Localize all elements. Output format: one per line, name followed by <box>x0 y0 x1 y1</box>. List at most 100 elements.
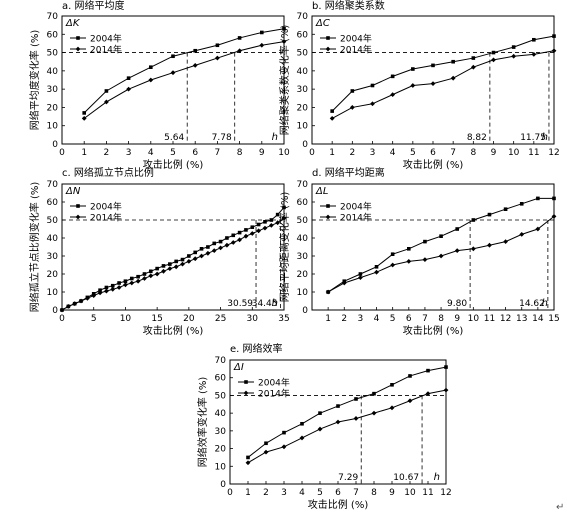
series-line-1 <box>331 35 555 112</box>
crossing-label: 11.75 <box>520 133 546 143</box>
y-tick-label: 0 <box>302 306 308 316</box>
metric-symbol: ΔK <box>65 18 81 29</box>
y-tick-label: 60 <box>297 30 309 40</box>
data-point <box>370 83 375 88</box>
x-tick-label: 6 <box>192 148 198 158</box>
data-point <box>170 70 176 76</box>
data-point <box>104 288 109 294</box>
y-tick-label: 0 <box>220 480 226 490</box>
data-point <box>65 304 71 309</box>
legend-label: 2014年 <box>90 212 122 224</box>
chart-panel-3: c. 网络孤立节点比例 0 5 10 15 20 25 30 35 0 10 20 30 40 50 60 70… <box>28 166 290 337</box>
y-tick-label: 50 <box>297 49 309 59</box>
data-point <box>161 264 166 268</box>
y-tick-label: 10 <box>215 462 227 472</box>
x-axis-label: 攻击比例 (%) <box>308 498 369 511</box>
data-point <box>237 36 242 40</box>
data-point <box>439 234 443 238</box>
legend-label: 2004年 <box>340 33 372 45</box>
data-point <box>532 37 536 42</box>
data-point <box>519 232 525 237</box>
crossing-label: 10.67 <box>393 473 419 483</box>
y-tick-label: 70 <box>47 12 59 22</box>
data-point <box>206 245 210 249</box>
data-point <box>407 247 411 251</box>
data-point <box>390 252 395 256</box>
data-point <box>161 268 166 274</box>
x-tick-label: 20 <box>183 314 195 324</box>
y-tick-label: 20 <box>297 103 309 113</box>
data-point <box>300 421 304 426</box>
data-point <box>455 227 459 231</box>
data-point <box>72 301 78 307</box>
data-point <box>444 365 448 369</box>
data-point <box>282 205 286 210</box>
data-point <box>193 48 197 53</box>
corner-label: h <box>542 298 548 309</box>
data-point <box>354 397 358 401</box>
series-line-1 <box>247 366 447 458</box>
data-point <box>471 56 476 60</box>
data-point <box>237 230 242 235</box>
x-tick-label: 10 <box>120 314 132 324</box>
data-point <box>199 253 204 259</box>
data-point <box>408 374 412 378</box>
data-point <box>511 53 517 59</box>
legend-label: 2004年 <box>340 201 372 213</box>
legend-label: 2004年 <box>258 377 290 389</box>
data-point <box>282 430 286 435</box>
y-tick-label: 30 <box>47 85 59 95</box>
data-point <box>491 57 496 63</box>
legend-marker <box>325 46 331 52</box>
x-axis-label: 攻击比例 (%) <box>403 158 464 171</box>
x-tick-label: 1 <box>81 148 87 158</box>
x-tick-label: 7 <box>215 148 221 158</box>
x-tick-label: 4 <box>148 148 154 158</box>
x-tick-label: 5 <box>91 314 97 324</box>
y-tick-label: 70 <box>215 356 227 366</box>
data-point <box>180 257 185 262</box>
x-tick-label: 0 <box>227 488 233 498</box>
data-point <box>317 426 323 432</box>
data-point <box>126 76 131 80</box>
data-point <box>282 27 286 31</box>
data-point <box>281 444 287 450</box>
data-point <box>171 54 175 59</box>
data-point <box>98 288 102 292</box>
data-point <box>487 242 492 248</box>
y-tick-label: 60 <box>47 30 59 40</box>
x-tick-label: 15 <box>151 314 162 324</box>
x-tick-label: 9 <box>389 488 395 498</box>
legend-marker <box>326 36 330 40</box>
data-point <box>117 281 121 285</box>
x-tick-label: 9 <box>259 148 265 158</box>
x-tick-label: 4 <box>390 148 396 158</box>
corner-label: h <box>434 472 440 483</box>
data-point <box>519 202 524 206</box>
series-line-2 <box>83 41 285 119</box>
y-axis-label: 网络效率变化率 (%) <box>196 377 209 468</box>
legend-marker <box>325 214 331 220</box>
data-point <box>451 59 455 64</box>
y-tick-label: 40 <box>297 67 309 77</box>
legend-label: 2014年 <box>90 44 122 56</box>
x-tick-label: 8 <box>237 148 243 158</box>
data-point <box>237 237 242 243</box>
data-point <box>349 105 355 110</box>
x-tick-label: 10 <box>508 148 520 158</box>
data-point <box>211 248 217 253</box>
chart-panel-1: a. 网络平均度 0 1 2 3 4 5 6 7 8 9 10 0 10 20 30 40 50 60 70 攻击比例 … <box>28 0 290 171</box>
legend-label: 2004年 <box>90 33 122 45</box>
data-point <box>390 92 396 98</box>
y-tick-label: 10 <box>297 122 309 132</box>
data-point <box>410 83 416 88</box>
metric-symbol: ΔI <box>233 362 244 373</box>
data-point <box>263 449 269 455</box>
data-point <box>231 233 236 238</box>
x-tick-label: 8 <box>470 148 476 158</box>
x-axis-label: 攻击比例 (%) <box>143 158 204 171</box>
legend-marker <box>75 46 81 52</box>
panel-title: d. 网络平均距离 <box>312 166 385 179</box>
